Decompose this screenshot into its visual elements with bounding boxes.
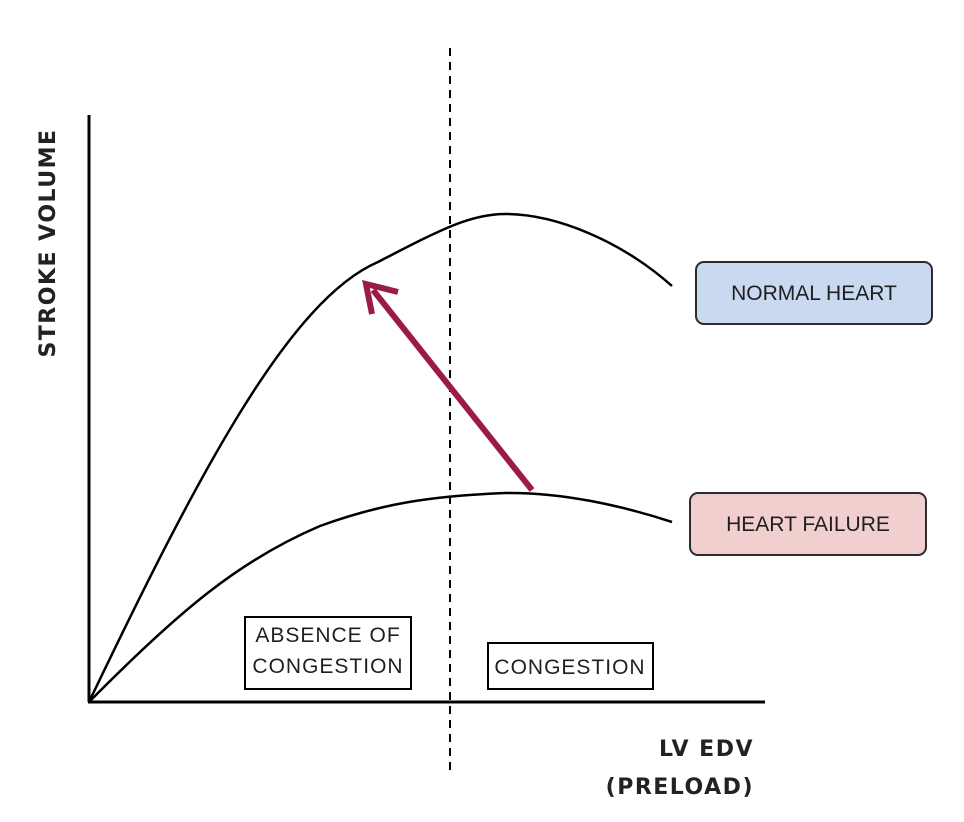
heart-failure-label: HEART FAILURE bbox=[726, 513, 890, 536]
normal-heart-label: NORMAL HEART bbox=[731, 282, 897, 305]
x-axis-label-line2: (PRELOAD) bbox=[606, 775, 754, 800]
heart-failure-curve bbox=[88, 491, 673, 703]
congestion-label: CONGESTION bbox=[494, 656, 645, 679]
absence-of-congestion-line1: ABSENCE OF bbox=[255, 624, 400, 647]
heart-failure-tag: HEART FAILURE bbox=[689, 492, 927, 556]
normal-heart-curve bbox=[87, 212, 673, 703]
absence-of-congestion-box: ABSENCE OF CONGESTION bbox=[244, 616, 412, 690]
congestion-box: CONGESTION bbox=[487, 642, 654, 690]
arrowhead-icon bbox=[362, 279, 399, 315]
improvement-arrow bbox=[370, 288, 535, 492]
normal-heart-tag: NORMAL HEART bbox=[695, 261, 933, 325]
absence-of-congestion-line2: CONGESTION bbox=[252, 655, 403, 678]
y-axis-label: STROKE VOLUME bbox=[36, 128, 61, 357]
x-axis-label-line1: LV EDV bbox=[659, 737, 754, 762]
